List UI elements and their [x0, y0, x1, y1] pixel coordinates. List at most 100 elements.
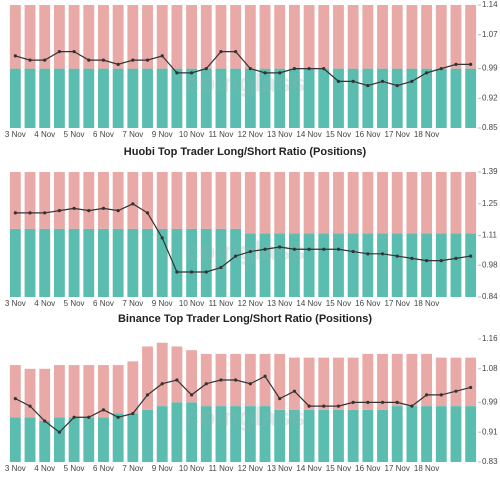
watermark: coinglass	[185, 401, 305, 431]
y-tick-label: 0.91	[482, 427, 498, 436]
bar-segment	[450, 406, 462, 462]
bar-segment	[171, 228, 183, 297]
ratio-point	[263, 374, 267, 378]
bar-segment	[377, 409, 388, 462]
bar-segment	[39, 421, 51, 462]
bar-segment	[465, 357, 477, 407]
bar-segment	[68, 172, 80, 229]
bar-segment	[142, 409, 153, 462]
x-tick-label: 9 Nov	[152, 130, 173, 139]
bar-segment	[347, 233, 359, 297]
ratio-point	[380, 252, 385, 256]
bar-segment	[465, 68, 477, 128]
ratio-point	[366, 400, 370, 404]
bar-segment	[39, 68, 51, 128]
ratio-point	[116, 62, 120, 66]
bar-segment	[142, 5, 153, 69]
ratio-point	[307, 67, 311, 71]
bar-segment	[259, 68, 271, 128]
ratio-point	[72, 206, 76, 210]
bar-segment	[421, 172, 433, 234]
bar-segment	[362, 68, 374, 128]
ratio-point	[131, 411, 135, 416]
bar-segment	[362, 409, 374, 462]
bar-segment	[362, 353, 374, 410]
x-tick-label: 5 Nov	[64, 299, 85, 308]
bar-segment	[259, 406, 271, 462]
bar-segment	[244, 406, 256, 462]
bar-segment	[333, 233, 344, 297]
bar-segment	[112, 172, 124, 229]
y-tick-label: 1.07	[482, 30, 498, 39]
bar-segment	[142, 228, 153, 297]
x-tick-label: 7 Nov	[122, 130, 143, 139]
bar-segment	[68, 68, 80, 128]
bar-segment	[215, 5, 227, 69]
bar-segment	[377, 68, 388, 128]
x-tick-label: 3 Nov	[5, 130, 26, 139]
bar-segment	[230, 406, 242, 462]
bar-segment	[83, 228, 95, 297]
ratio-point	[43, 419, 47, 423]
x-tick-label: 14 Nov	[296, 299, 321, 308]
bar-segment	[450, 233, 462, 297]
y-tick-label: 1.16	[482, 334, 498, 343]
bar-segment	[98, 5, 109, 69]
bar-segment	[127, 5, 139, 69]
bar-segment	[83, 417, 95, 462]
bar-segment	[318, 172, 330, 234]
bar-segment	[303, 409, 315, 462]
x-tick-label: 5 Nov	[64, 464, 85, 473]
ratio-point	[351, 400, 355, 404]
ratio-point	[72, 50, 76, 54]
bar-segment	[83, 68, 95, 128]
bar-segment	[156, 228, 168, 297]
ratio-point	[322, 404, 326, 408]
ratio-point	[410, 404, 414, 408]
ratio-point	[87, 209, 91, 213]
y-tick-label: 0.83	[482, 457, 498, 466]
bar-segment	[215, 172, 227, 229]
bar-segment	[435, 172, 447, 234]
ratio-point	[234, 254, 238, 258]
ratio-point	[439, 67, 443, 71]
bar-segment	[171, 172, 183, 229]
bar-segment	[142, 68, 153, 128]
bar-segment	[24, 172, 36, 229]
bar-segment	[9, 228, 21, 297]
ratio-point	[101, 206, 106, 210]
bar-segment	[112, 5, 124, 69]
bar-segment	[318, 357, 330, 410]
bar-segment	[288, 68, 300, 128]
bar-segment	[318, 5, 330, 69]
bar-segment	[98, 417, 109, 462]
bar-segment	[421, 353, 433, 407]
bar-segment	[98, 68, 109, 128]
bar-segment	[450, 357, 462, 407]
ratio-point	[101, 58, 106, 62]
x-tick-label: 12 Nov	[238, 464, 263, 473]
ratio-point	[248, 67, 252, 71]
bar-segment	[186, 68, 198, 128]
bar-segment	[391, 406, 403, 462]
bar-segment	[156, 172, 168, 229]
bar-segment	[9, 68, 21, 128]
ratio-point	[469, 62, 473, 66]
bar-segment	[39, 228, 51, 297]
bar-segment	[465, 233, 477, 297]
bar-segment	[244, 172, 256, 234]
bar-segment	[215, 68, 227, 128]
bar-segment	[112, 68, 124, 128]
ratio-point	[292, 247, 297, 251]
bar-segment	[244, 5, 256, 69]
x-tick-label: 10 Nov	[179, 130, 204, 139]
ratio-point	[322, 67, 326, 71]
bar-segment	[215, 406, 227, 462]
bar-segment	[465, 5, 477, 69]
y-tick-label: 0.99	[482, 64, 498, 73]
bar-segment	[391, 68, 403, 128]
bar-segment	[156, 406, 168, 462]
ratio-point	[424, 71, 429, 75]
x-tick-label: 16 Nov	[355, 130, 380, 139]
bar-segment	[171, 346, 183, 403]
